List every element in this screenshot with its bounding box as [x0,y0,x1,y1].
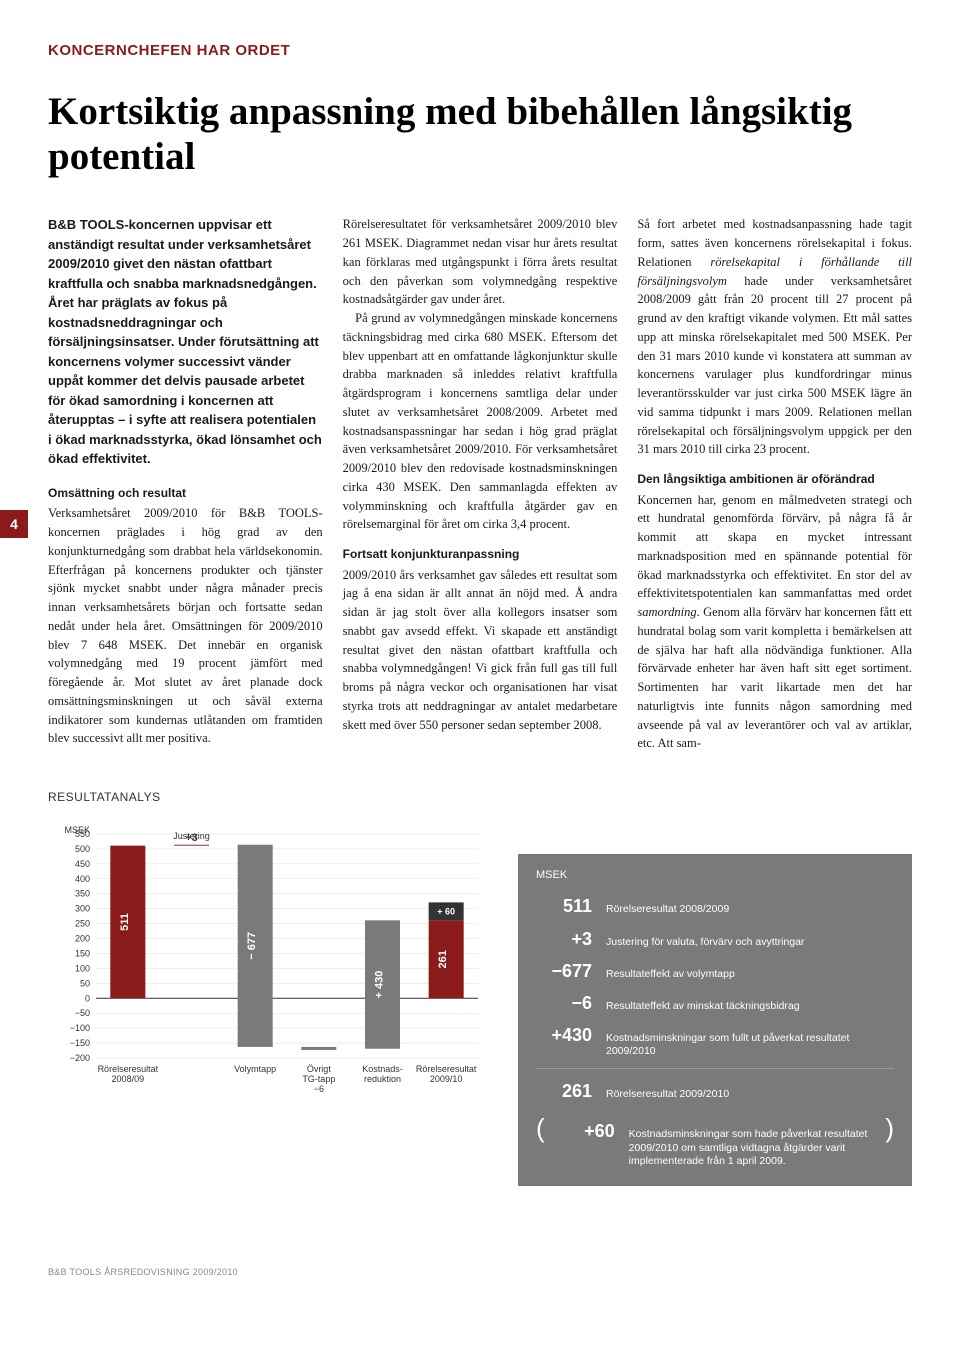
chart-svg: 550500450400350300250200150100500−50−100… [48,824,488,1104]
svg-text:reduktion: reduktion [364,1074,401,1084]
analysis-header: RESULTATANALYS [48,789,912,806]
legend-desc: Resultateffekt av minskat täckningsbidra… [606,1000,894,1014]
legend-desc: Justering för valuta, förvärv och avyttr… [606,936,894,950]
col3-p2a: Koncernen har, genom en målmedveten stra… [637,493,912,601]
column-3: Så fort arbetet med kostnadsanpassning h… [637,215,912,753]
svg-text:Rörelseresultat: Rörelseresultat [416,1064,477,1074]
svg-text:150: 150 [75,949,90,959]
chart-row: 550500450400350300250200150100500−50−100… [48,824,912,1186]
subhead-fortsatt: Fortsatt konjunkturanpassning [343,546,618,563]
col3-p2: Koncernen har, genom en målmedveten stra… [637,491,912,754]
svg-text:400: 400 [75,874,90,884]
legend-row: +430 Kostnadsminskningar som fullt ut påv… [536,1019,894,1062]
col3-p1b: hade under verksamhetsåret 2008/2009 gåt… [637,274,912,457]
svg-text:−6: −6 [314,1084,324,1094]
col3-p1: Så fort arbetet med kostnadsanpassning h… [637,215,912,459]
col2-p2: På grund av volymnedgången minskade konc… [343,309,618,534]
svg-text:−200: −200 [70,1053,90,1063]
svg-text:−50: −50 [75,1009,90,1019]
legend-box: MSEK 511 Rörelseresultat 2008/2009 +3 Juste… [518,854,912,1186]
legend-value: 261 [536,1078,592,1104]
svg-text:Justering: Justering [173,831,210,841]
section-header: KONCERNCHEFEN HAR ORDET [48,40,912,62]
legend-desc: Resultateffekt av volymtapp [606,968,894,982]
svg-text:−150: −150 [70,1039,90,1049]
svg-text:Kostnads-: Kostnads- [362,1064,403,1074]
col2-p1: Rörelseresultatet för verksamhetsåret 20… [343,215,618,309]
svg-text:0: 0 [85,994,90,1004]
svg-text:TG-tapp: TG-tapp [302,1074,335,1084]
svg-text:511: 511 [119,914,131,932]
svg-text:2008/09: 2008/09 [112,1074,145,1084]
svg-text:300: 300 [75,904,90,914]
legend-row: −6 Resultateffekt av minskat täckningsbid… [536,987,894,1019]
svg-text:261: 261 [437,951,449,969]
text-columns: B&B TOOLS-koncernen uppvisar ett anständ… [48,215,912,753]
footer: B&B TOOLS ÅRSREDOVISNING 2009/2010 [48,1266,912,1279]
svg-text:350: 350 [75,889,90,899]
svg-text:Rörelseresultat: Rörelseresultat [98,1064,159,1074]
legend-desc: Kostnadsminskningar som fullt ut påverka… [606,1032,894,1059]
paren-open: ( [536,1110,545,1148]
legend-value: +60 [559,1118,615,1144]
legend-desc: Kostnadsminskningar som hade påverkat re… [629,1128,872,1169]
svg-text:+ 60: + 60 [437,907,455,917]
col3-p2-italic: samordning [637,605,696,619]
legend-desc: Rörelseresultat 2009/2010 [606,1088,894,1102]
page-number: 4 [0,510,28,538]
legend-value: −677 [536,958,592,984]
paren-close: ) [885,1110,894,1148]
svg-text:250: 250 [75,919,90,929]
legend-desc: Rörelseresultat 2008/2009 [606,903,894,917]
intro-paragraph: B&B TOOLS-koncernen uppvisar ett anständ… [48,215,323,469]
svg-text:2009/10: 2009/10 [430,1074,463,1084]
col3-p2b: . Genom alla förvärv har koncernen fått … [637,605,912,750]
svg-text:100: 100 [75,964,90,974]
svg-text:− 677: − 677 [246,932,258,960]
legend-value: +430 [536,1022,592,1048]
column-1: B&B TOOLS-koncernen uppvisar ett anständ… [48,215,323,753]
svg-text:+ 430: + 430 [374,971,386,999]
legend-value: −6 [536,990,592,1016]
legend-value: +3 [536,926,592,952]
svg-text:Övrigt: Övrigt [307,1064,332,1074]
legend-unit: MSEK [536,868,894,884]
svg-text:−100: −100 [70,1024,90,1034]
waterfall-chart: 550500450400350300250200150100500−50−100… [48,824,488,1104]
column-2: Rörelseresultatet för verksamhetsåret 20… [343,215,618,753]
subhead-langsiktig: Den långsiktiga ambitionen är oförändrad [637,471,912,488]
legend-row: +3 Justering för valuta, förvärv och avyt… [536,923,894,955]
svg-text:50: 50 [80,979,90,989]
subhead-omsattning: Omsättning och resultat [48,485,323,502]
legend-separator [536,1068,894,1069]
svg-text:500: 500 [75,844,90,854]
legend-row: 511 Rörelseresultat 2008/2009 [536,890,894,922]
svg-text:200: 200 [75,934,90,944]
col1-p1: Verksamhetsåret 2009/2010 för B&B TOOLS-… [48,504,323,748]
col2-p3: 2009/2010 års verksamhet gav således ett… [343,566,618,735]
svg-text:450: 450 [75,859,90,869]
legend-sep-rows: 261 Rörelseresultat 2009/2010 ( +60 Kostnads… [536,1075,894,1172]
legend-row: ( +60 Kostnadsminskningar som hade påverka… [536,1107,894,1172]
svg-text:Volymtapp: Volymtapp [234,1064,276,1074]
svg-text:MSEK: MSEK [64,825,90,835]
legend-rows: 511 Rörelseresultat 2008/2009 +3 Justering … [536,890,894,1062]
page-title: Kortsiktig anpassning med bibehållen lån… [48,90,912,180]
legend-row: −677 Resultateffekt av volymtapp [536,955,894,987]
legend-row: 261 Rörelseresultat 2009/2010 [536,1075,894,1107]
legend-value: 511 [536,893,592,919]
